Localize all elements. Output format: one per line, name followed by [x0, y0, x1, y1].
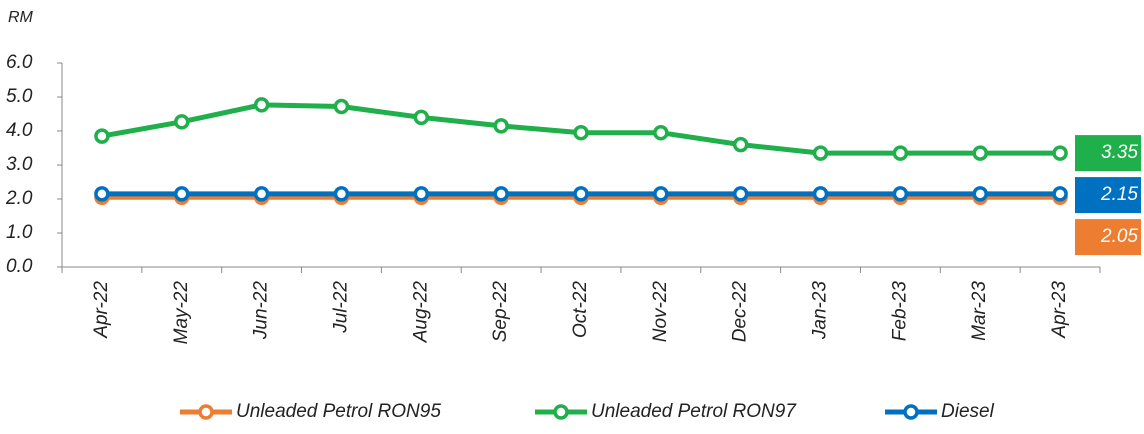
end-label: 3.35 [1101, 142, 1138, 163]
x-tick-label: Feb-23 [889, 281, 910, 342]
end-label: 2.15 [1100, 184, 1138, 205]
point [972, 145, 988, 161]
point [812, 145, 829, 161]
point [732, 186, 749, 202]
legend-label: Unleaded Petrol RON97 [591, 401, 797, 422]
point [94, 128, 110, 144]
end-label-box [1075, 135, 1141, 172]
legend-marker [198, 404, 214, 420]
legend-label: Diesel [941, 401, 995, 422]
y-tick-label: 2.0 [5, 188, 33, 209]
point [94, 186, 110, 202]
end-label: 2.05 [1100, 226, 1138, 247]
point [732, 136, 749, 153]
y-tick-label: 1.0 [6, 222, 33, 243]
point [333, 98, 350, 115]
x-tick-label: Oct-22 [570, 281, 591, 338]
point [174, 186, 190, 202]
point [1052, 186, 1068, 202]
point [493, 118, 509, 134]
x-tick-label: Nov-22 [650, 281, 671, 343]
legend-label: Unleaded Petrol RON95 [236, 401, 441, 422]
x-tick-label: Jan-23 [810, 281, 831, 341]
y-tick-label: 6.0 [6, 52, 33, 73]
x-tick-label: Dec-22 [730, 281, 751, 343]
x-tick-label: Mar-23 [969, 281, 990, 341]
point [253, 186, 270, 202]
point [653, 124, 669, 141]
x-tick-label: Sep-22 [490, 281, 511, 343]
point [493, 186, 509, 202]
point [812, 186, 829, 202]
point [573, 186, 589, 202]
y-tick-label: 4.0 [6, 120, 33, 141]
point [892, 145, 909, 161]
x-tick-label: Apr-23 [1049, 281, 1070, 339]
y-axis-label: RM [8, 9, 34, 26]
point [413, 109, 430, 126]
legend-marker [553, 404, 569, 420]
x-tick-label: Aug-22 [410, 281, 431, 344]
x-tick-label: Apr-22 [91, 281, 112, 339]
point [174, 114, 190, 130]
end-label-box [1075, 177, 1141, 214]
point [972, 186, 988, 202]
point [333, 186, 350, 202]
legend-marker [903, 404, 919, 420]
x-tick-label: Jun-22 [251, 281, 272, 341]
end-label-box [1075, 219, 1141, 256]
point [253, 97, 270, 113]
x-tick-label: May-22 [171, 281, 192, 345]
point [1052, 145, 1068, 161]
point [413, 186, 430, 202]
point [892, 186, 909, 202]
x-tick-label: Jul-22 [330, 281, 351, 334]
point [573, 124, 589, 141]
point [653, 186, 669, 202]
y-tick-label: 3.0 [6, 154, 33, 175]
y-tick-label: 5.0 [6, 86, 33, 107]
y-tick-label: 0.0 [6, 256, 33, 277]
